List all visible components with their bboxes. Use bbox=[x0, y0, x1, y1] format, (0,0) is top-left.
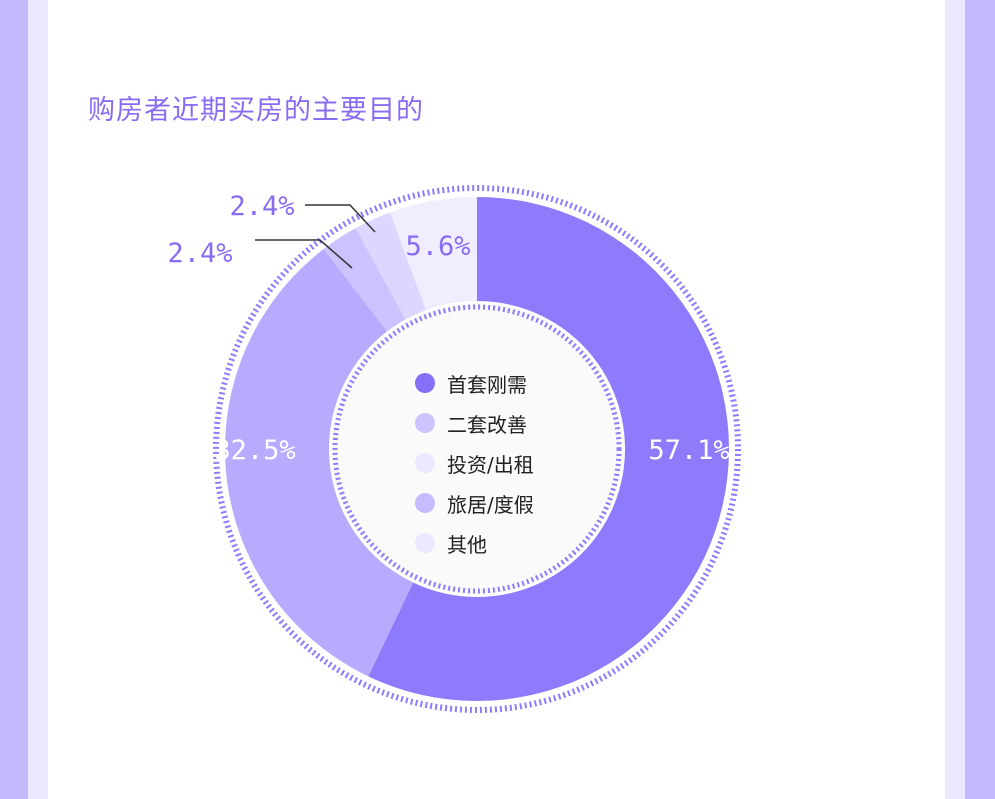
right-border bbox=[965, 0, 995, 799]
legend-label: 旅居/度假 bbox=[447, 492, 534, 517]
legend-label: 其他 bbox=[447, 532, 487, 557]
legend: 首套刚需二套改善投资/出租旅居/度假其他 bbox=[415, 363, 534, 563]
legend-item: 其他 bbox=[415, 523, 534, 563]
leader-line-2 bbox=[255, 239, 353, 269]
legend-swatch bbox=[415, 413, 435, 433]
legend-swatch bbox=[415, 493, 435, 513]
left-border bbox=[0, 0, 28, 799]
slice-4 bbox=[390, 197, 477, 311]
outer-dotted-ring bbox=[213, 185, 741, 713]
legend-swatch bbox=[415, 373, 435, 393]
legend-label: 二套改善 bbox=[447, 412, 527, 437]
inner-circle bbox=[331, 303, 623, 595]
legend-item: 首套刚需 bbox=[415, 363, 534, 403]
data-label-3: 2.4% bbox=[229, 191, 294, 222]
leader-line-3 bbox=[305, 204, 376, 233]
legend-item: 二套改善 bbox=[415, 403, 534, 443]
slice-1 bbox=[224, 248, 414, 677]
slice-2 bbox=[323, 228, 406, 332]
legend-item: 投资/出租 bbox=[415, 443, 534, 483]
data-label-4: 5.6% bbox=[405, 231, 470, 262]
slice-0 bbox=[368, 197, 729, 701]
legend-swatch bbox=[415, 533, 435, 553]
data-label-0: 57.1% bbox=[648, 435, 729, 466]
data-label-2: 2.4% bbox=[167, 238, 232, 269]
chart-title: 购房者近期买房的主要目的 bbox=[88, 95, 424, 126]
right-border-light bbox=[945, 0, 965, 799]
legend-label: 首套刚需 bbox=[447, 372, 527, 397]
inner-dotted-ring bbox=[332, 304, 622, 594]
slice-3 bbox=[355, 212, 426, 320]
left-border-light bbox=[28, 0, 48, 799]
legend-label: 投资/出租 bbox=[447, 452, 534, 477]
legend-item: 旅居/度假 bbox=[415, 483, 534, 523]
data-label-1: 32.5% bbox=[214, 435, 295, 466]
legend-swatch bbox=[415, 453, 435, 473]
